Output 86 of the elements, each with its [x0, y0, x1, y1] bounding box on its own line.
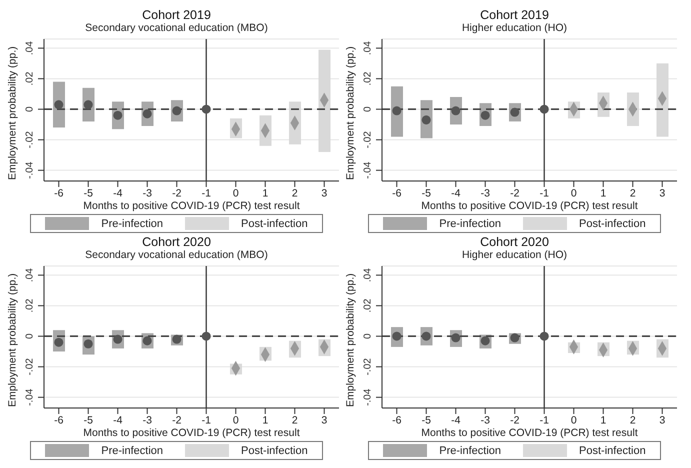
x-tick-label: 2 — [292, 414, 298, 426]
x-tick-label: -2 — [172, 414, 182, 426]
chart-subtitle: Higher education (HO) — [460, 249, 568, 262]
y-tick-label: 0 — [362, 333, 374, 340]
x-tick-label: 1 — [262, 414, 268, 426]
y-tick-label: .02 — [362, 71, 374, 86]
x-tick-label: 1 — [600, 187, 606, 200]
y-tick-label: -.04 — [362, 161, 374, 179]
x-tick-label: -6 — [392, 187, 402, 200]
x-tick-label: -5 — [84, 414, 94, 426]
x-tick-label: 3 — [321, 187, 328, 200]
x-tick-label: -2 — [510, 187, 520, 200]
y-tick-label: -.02 — [24, 130, 36, 148]
y-tick-label: .04 — [362, 268, 374, 282]
y-tick-label: 0 — [362, 106, 374, 112]
x-tick-label: -6 — [54, 187, 64, 200]
x-tick-label: -6 — [392, 414, 402, 426]
x-axis-title: Months to positive COVID-19 (PCR) test result — [83, 427, 300, 439]
x-tick-label: -4 — [113, 414, 123, 426]
x-tick-label: 2 — [292, 187, 298, 200]
x-tick-label: -4 — [451, 414, 461, 426]
y-tick-label: .04 — [24, 40, 36, 56]
y-tick-label: .02 — [24, 298, 36, 313]
x-tick-label: -3 — [142, 187, 152, 200]
chart-subtitle: Secondary vocational education (MBO) — [84, 22, 269, 35]
x-tick-label: 0 — [232, 187, 239, 200]
legend-label: Post-infection — [241, 218, 308, 230]
x-tick-label: -4 — [451, 187, 461, 200]
legend-label: Post-infection — [579, 444, 646, 456]
legend-label: Post-infection — [579, 218, 646, 230]
legend-label: Pre-infection — [101, 444, 164, 456]
legend-label: Pre-infection — [439, 444, 502, 456]
chart-subtitle: Secondary vocational education (MBO) — [84, 249, 269, 262]
y-tick-label: .04 — [24, 268, 36, 282]
x-tick-label: -1 — [202, 414, 212, 426]
y-tick-label: 0 — [24, 333, 36, 340]
y-tick-label: -.04 — [24, 161, 36, 179]
x-tick-label: -3 — [480, 187, 490, 200]
x-tick-label: 1 — [262, 187, 268, 200]
x-tick-label: -4 — [113, 187, 123, 200]
x-tick-label: -2 — [172, 187, 182, 200]
x-tick-label: -6 — [54, 414, 64, 426]
x-axis-title: Months to positive COVID-19 (PCR) test result — [421, 200, 638, 212]
chart-title: Cohort 2019 — [479, 8, 550, 22]
x-tick-label: 0 — [570, 414, 577, 426]
x-tick-label: 3 — [659, 187, 666, 200]
x-tick-label: 2 — [630, 187, 636, 200]
y-axis-title: Employment probability (pp.) — [344, 273, 357, 407]
y-axis-title: Employment probability (pp.) — [344, 46, 357, 180]
y-tick-label: .02 — [24, 71, 36, 86]
x-tick-label: -2 — [510, 414, 520, 426]
x-tick-label: -5 — [422, 414, 432, 426]
bar — [318, 50, 330, 152]
y-tick-label: -.02 — [24, 358, 36, 376]
x-tick-label: -1 — [540, 187, 550, 200]
chart-title: Cohort 2020 — [479, 235, 550, 249]
y-tick-label: -.02 — [362, 130, 374, 148]
y-axis-title: Employment probability (pp.) — [6, 46, 19, 180]
x-tick-label: 0 — [232, 414, 239, 426]
bar — [656, 63, 668, 137]
y-tick-label: .02 — [362, 298, 374, 313]
x-axis-title: Months to positive COVID-19 (PCR) test result — [421, 427, 638, 439]
x-tick-label: -1 — [202, 187, 212, 200]
legend-label: Pre-infection — [439, 218, 502, 230]
chart-subtitle: Higher education (HO) — [460, 22, 568, 35]
x-tick-label: -1 — [540, 414, 550, 426]
x-tick-label: -5 — [84, 187, 94, 200]
y-tick-label: 0 — [24, 106, 36, 112]
legend-label: Post-infection — [241, 444, 308, 456]
y-tick-label: -.04 — [24, 388, 36, 406]
x-tick-label: 2 — [630, 414, 636, 426]
y-axis-title: Employment probability (pp.) — [6, 273, 19, 407]
x-axis-title: Months to positive COVID-19 (PCR) test result — [83, 200, 300, 212]
x-tick-label: -5 — [422, 187, 432, 200]
y-tick-label: -.02 — [362, 358, 374, 376]
x-tick-label: -3 — [480, 414, 490, 426]
legend-label: Pre-infection — [101, 218, 164, 230]
y-tick-label: .04 — [362, 40, 374, 56]
x-tick-label: -3 — [142, 414, 152, 426]
x-tick-label: 3 — [659, 414, 666, 426]
chart-title: Cohort 2019 — [141, 8, 212, 22]
y-tick-label: -.04 — [362, 388, 374, 406]
x-tick-label: 3 — [321, 414, 328, 426]
x-tick-label: 1 — [600, 414, 606, 426]
x-tick-label: 0 — [570, 187, 577, 200]
chart-title: Cohort 2020 — [141, 235, 212, 249]
